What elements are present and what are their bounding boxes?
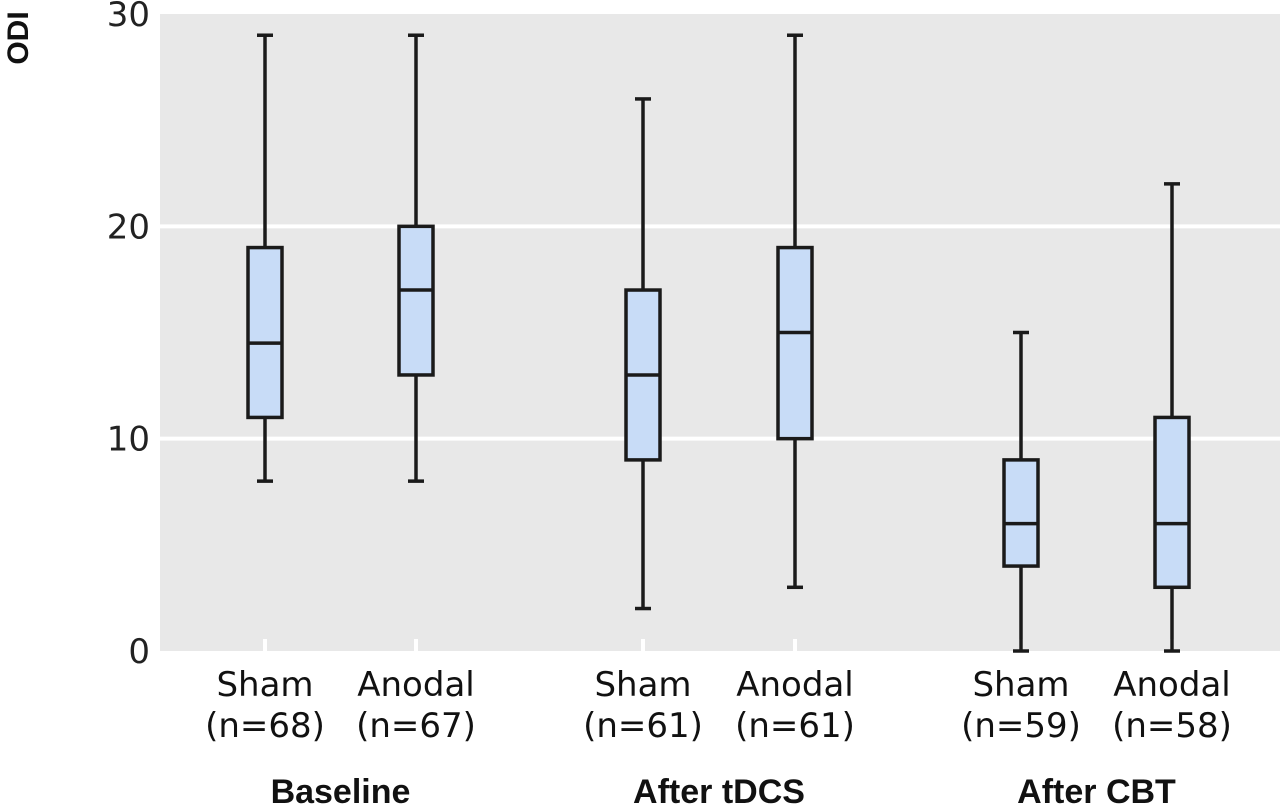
iqr-box: [776, 245, 814, 441]
box-0-1: [397, 33, 435, 651]
iqr-box: [1002, 458, 1040, 568]
sample-size-label: (n=67): [356, 706, 476, 746]
category-label: Anodal: [736, 665, 853, 705]
box-0-0: [246, 33, 284, 651]
sample-size-label: (n=61): [735, 706, 855, 746]
box-2-1: [1153, 182, 1191, 653]
x-axis-labels: Sham(n=68)Anodal(n=67)BaselineSham(n=61)…: [205, 665, 1232, 809]
sample-size-label: (n=61): [583, 706, 703, 746]
y-axis-label: ODI: [2, 11, 35, 64]
y-tick-label: 30: [107, 0, 150, 35]
gridlines: [160, 224, 1280, 441]
category-label: Sham: [216, 665, 313, 705]
y-tick-label: 10: [107, 420, 150, 460]
group-label: Baseline: [271, 773, 411, 809]
category-label: Anodal: [357, 665, 474, 705]
box-1-1: [776, 33, 814, 651]
boxes: [246, 33, 1191, 653]
y-tick-label: 0: [128, 632, 150, 672]
box-1-0: [624, 97, 662, 651]
sample-size-label: (n=58): [1112, 706, 1232, 746]
sample-size-label: (n=68): [205, 706, 325, 746]
iqr-box: [1153, 415, 1191, 590]
plot-background: [160, 14, 1280, 651]
category-label: Sham: [972, 665, 1069, 705]
y-axis-ticks: 0 10 20 30: [107, 0, 150, 672]
group-label: After tDCS: [633, 773, 805, 809]
iqr-box: [397, 224, 435, 377]
sample-size-label: (n=59): [961, 706, 1081, 746]
group-label: After CBT: [1017, 773, 1176, 809]
category-label: Anodal: [1113, 665, 1230, 705]
iqr-box: [246, 245, 284, 420]
box-2-0: [1002, 330, 1040, 653]
category-label: Sham: [594, 665, 691, 705]
y-tick-label: 20: [107, 207, 150, 247]
